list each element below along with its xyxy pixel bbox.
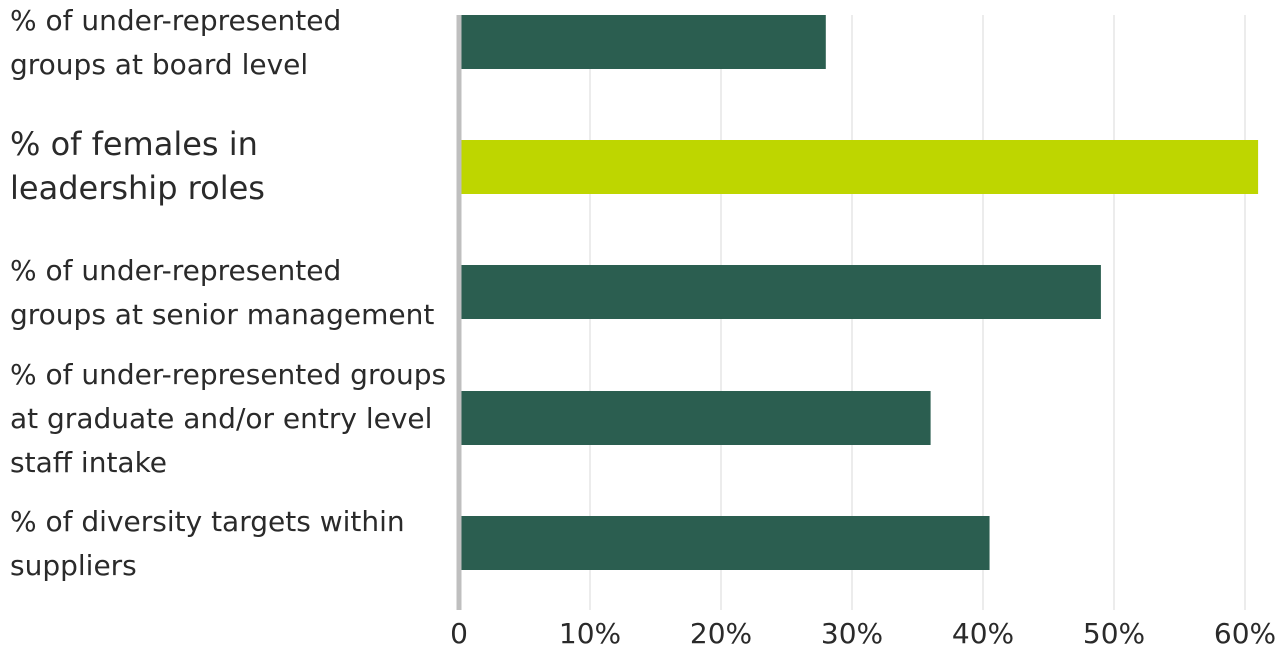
- category-label-4-line-0: % of diversity targets within: [10, 505, 405, 538]
- x-tick-label-10: 10%: [559, 617, 621, 650]
- category-label-3-line-2: staff intake: [10, 446, 167, 479]
- bar-0: [461, 15, 826, 69]
- category-label-0-line-0: % of under-represented: [10, 4, 341, 37]
- category-label-1: % of females in leadership roles: [10, 125, 265, 207]
- category-label-2: % of under-represented groups at senior m…: [10, 254, 434, 331]
- category-label-2-line-1: groups at senior management: [10, 298, 434, 331]
- category-label-1-line-0: % of females in: [10, 125, 258, 163]
- x-tick-label-60: 60%: [1214, 617, 1276, 650]
- category-label-4-line-1: suppliers: [10, 549, 137, 582]
- x-tick-label-50: 50%: [1083, 617, 1145, 650]
- bar-1: [461, 140, 1259, 194]
- bar-4: [461, 516, 990, 570]
- bars: [461, 15, 1259, 570]
- x-tick-label-20: 20%: [690, 617, 752, 650]
- category-label-4: % of diversity targets within suppliers: [10, 505, 405, 582]
- x-tick-label-40: 40%: [952, 617, 1014, 650]
- category-label-3-line-1: at graduate and/or entry level: [10, 402, 432, 435]
- x-tick-labels: 0 10% 20% 30% 40% 50% 60%: [450, 617, 1276, 650]
- bar-3: [461, 391, 931, 445]
- category-label-3: % of under-represented groups at graduate…: [10, 358, 446, 479]
- category-label-0: % of under-represented groups at board le…: [10, 4, 341, 81]
- x-tick-label-0: 0: [450, 617, 468, 650]
- x-tick-label-30: 30%: [821, 617, 883, 650]
- category-label-2-line-0: % of under-represented: [10, 254, 341, 287]
- category-label-3-line-0: % of under-represented groups: [10, 358, 446, 391]
- bar-2: [461, 265, 1101, 319]
- category-label-1-line-1: leadership roles: [10, 169, 265, 207]
- category-label-0-line-1: groups at board level: [10, 48, 308, 81]
- category-labels: % of under-represented groups at board le…: [10, 4, 446, 582]
